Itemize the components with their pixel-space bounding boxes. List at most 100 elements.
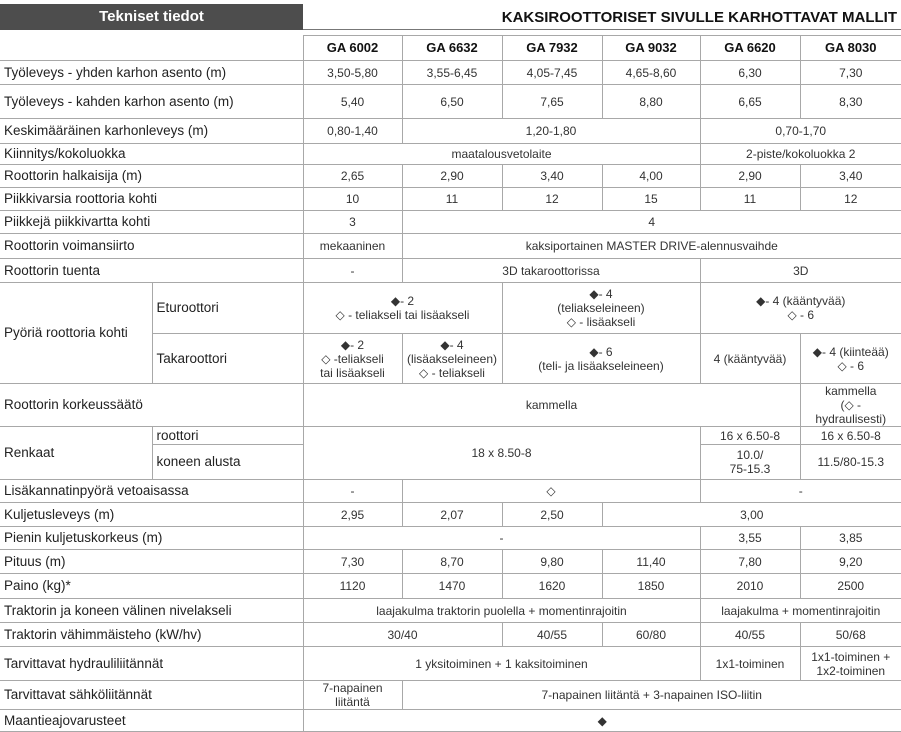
model-name: GA 6632 [401, 35, 503, 61]
spec-cell: - [302, 479, 403, 503]
spec-cell: ◇ [401, 479, 701, 503]
row-sublabel: Takaroottori [152, 333, 304, 384]
cell-line: 10.0/ [736, 448, 764, 462]
model-name: GA 8030 [799, 35, 901, 61]
spec-cell: 3,55 [699, 526, 801, 550]
spec-cell: 7,30 [799, 60, 901, 85]
spec-cell: 2,95 [302, 502, 403, 527]
cell-line: ◇ - lisäakseli [566, 315, 636, 329]
row-label: Lisäkannatinpyörä vetoaisassa [0, 479, 304, 503]
spec-cell: 12 [799, 187, 901, 211]
row-label: Roottorin voimansiirto [0, 233, 304, 259]
spec-cell: 0,80-1,40 [302, 118, 403, 144]
spec-cell: 4,65-8,60 [601, 60, 701, 85]
spec-cell: 1120 [302, 573, 403, 599]
spec-cell: 6,30 [699, 60, 801, 85]
spec-cell: 0,70-1,70 [699, 118, 901, 144]
spec-cell: 3D takaroottorissa [401, 258, 701, 283]
spec-cell: 4,00 [601, 164, 701, 188]
spec-cell: 2,65 [302, 164, 403, 188]
spec-cell: 2,50 [501, 502, 603, 527]
spec-cell: ◆- 6 (teli- ja lisäakseleineen) [501, 333, 701, 384]
spec-cell: 2,90 [699, 164, 801, 188]
spec-row: Roottorin korkeussäätö kammella kammella (◇… [0, 383, 901, 427]
header: Tekniset tiedot KAKSIROOTTORISET SIVULLE… [0, 0, 901, 30]
spec-cell: 11.5/80-15.3 [799, 444, 901, 480]
spec-row: Kuljetusleveys (m) 2,95 2,07 2,50 3,00 [0, 502, 901, 527]
row-label: Työleveys - yhden karhon asento (m) [0, 60, 304, 85]
spec-cell: 30/40 [302, 622, 503, 647]
spec-cell: 9,20 [799, 549, 901, 574]
spec-cell: maatalousvetolaite [302, 143, 701, 165]
spec-cell: 3,40 [501, 164, 603, 188]
spec-row: Renkaat roottori 18 x 8.50-8 16 x 6.50-8 16 … [0, 426, 901, 480]
cell-line: ◇ -teliakseli [321, 351, 384, 366]
spec-row: Roottorin halkaisija (m) 2,65 2,90 3,40 4,00… [0, 164, 901, 188]
spec-cell: 8,70 [401, 549, 503, 574]
spec-table: GA 6002 GA 6632 GA 7932 GA 9032 GA 6620 GA 80… [0, 35, 901, 732]
spec-cell: 50/68 [799, 622, 901, 647]
spec-row: Tarvittavat hydrauliliitännät 1 yksitoimi… [0, 646, 901, 681]
model-row: GA 6002 GA 6632 GA 7932 GA 9032 GA 6620 GA 80… [0, 35, 901, 61]
cell-line: 1x1-toiminen + [811, 649, 891, 664]
spec-cell: 1,20-1,80 [401, 118, 701, 144]
divider [303, 29, 901, 30]
spec-cell: - [699, 479, 901, 503]
spec-cell: laajakulma + momentinrajoitin [699, 598, 901, 623]
row-sublabel: koneen alusta [152, 444, 304, 480]
model-name: GA 9032 [601, 35, 701, 61]
spec-cell: 10 [302, 187, 403, 211]
spec-row: Piikkivarsia roottoria kohti 10 11 12 15 11 12 [0, 187, 901, 211]
spec-cell: - [302, 526, 701, 550]
spec-cell: 9,80 [501, 549, 603, 574]
row-label: Piikkivarsia roottoria kohti [0, 187, 304, 211]
cell-line: 1x2-toiminen [816, 663, 886, 678]
spec-row: koneen alusta 10.0/75-15.3 11.5/80-15.3 [0, 444, 901, 480]
spec-cell: ◆ [302, 709, 901, 732]
model-name: GA 7932 [501, 35, 603, 61]
spec-cell: 1620 [501, 573, 603, 599]
spec-cell: 40/55 [699, 622, 801, 647]
spec-cell: 16 x 6.50-8 [799, 426, 901, 445]
spec-row: Pyöriä roottoria kohti Eturoottori ◆- 2 ◇ -… [0, 282, 901, 384]
spec-cell: ◆- 4 (kääntyvää) ◇ - 6 [699, 282, 901, 334]
spec-cell: mekaaninen [302, 233, 403, 259]
row-label: Roottorin korkeussäätö [0, 383, 304, 427]
spec-cell: 12 [501, 187, 603, 211]
row-sublabel: roottori [151, 426, 304, 445]
cell-line: ◇ - teliakseli [419, 365, 485, 380]
cell-line: ◆- 2 [340, 337, 365, 352]
row-label: Pienin kuljetuskorkeus (m) [0, 526, 304, 550]
spec-row: Maantieajovarusteet ◆ [0, 709, 901, 732]
spec-cell: 10.0/75-15.3 [699, 444, 801, 480]
spec-cell: 7,65 [501, 84, 603, 119]
spec-cell: 4 [401, 210, 901, 234]
row-label: Pyöriä roottoria kohti [0, 282, 153, 384]
spec-cell: 2,07 [401, 502, 503, 527]
spec-row: Kiinnitys/kokoluokka maatalousvetolaite 2-… [0, 143, 901, 165]
page-title: KAKSIROOTTORISET SIVULLE KARHOTTAVAT MAL… [501, 9, 897, 26]
spec-row: Paino (kg)* 1120 1470 1620 1850 2010 2500 [0, 573, 901, 599]
spec-row: Pienin kuljetuskorkeus (m) -3,55 3,85 [0, 526, 901, 550]
cell-line: ◆- 6 [589, 344, 613, 359]
spec-cell: kammella [302, 383, 801, 427]
spec-cell: ◆- 2 ◇ -teliakseli tai lisäakseli [302, 333, 403, 384]
spec-cell: 2,90 [401, 164, 503, 188]
cell-line: (teli- ja lisäakseleineen) [538, 358, 664, 373]
row-label: Piikkejä piikkivartta kohti [0, 210, 304, 234]
spec-row: Pituus (m) 7,30 8,70 9,80 11,40 7,80 9,20 [0, 549, 901, 574]
cell-line: ◆- 4 [440, 337, 464, 352]
row-label: Kuljetusleveys (m) [0, 502, 304, 527]
spec-cell: 16 x 6.50-8 [699, 426, 801, 445]
section-label: Tekniset tiedot [0, 4, 303, 30]
spec-cell: 1x1-toiminen [699, 646, 801, 681]
row-label: Roottorin tuenta [0, 258, 304, 283]
blank-cell [0, 35, 304, 61]
cell-line: ◆- 4 (kääntyvää) [756, 294, 846, 308]
spec-cell: 3 [302, 210, 403, 234]
spec-cell: 3,50-5,80 [302, 60, 403, 85]
spec-row: Piikkejä piikkivartta kohti 3 4 [0, 210, 901, 234]
spec-cell: 15 [601, 187, 701, 211]
spec-cell: 2500 [799, 573, 901, 599]
